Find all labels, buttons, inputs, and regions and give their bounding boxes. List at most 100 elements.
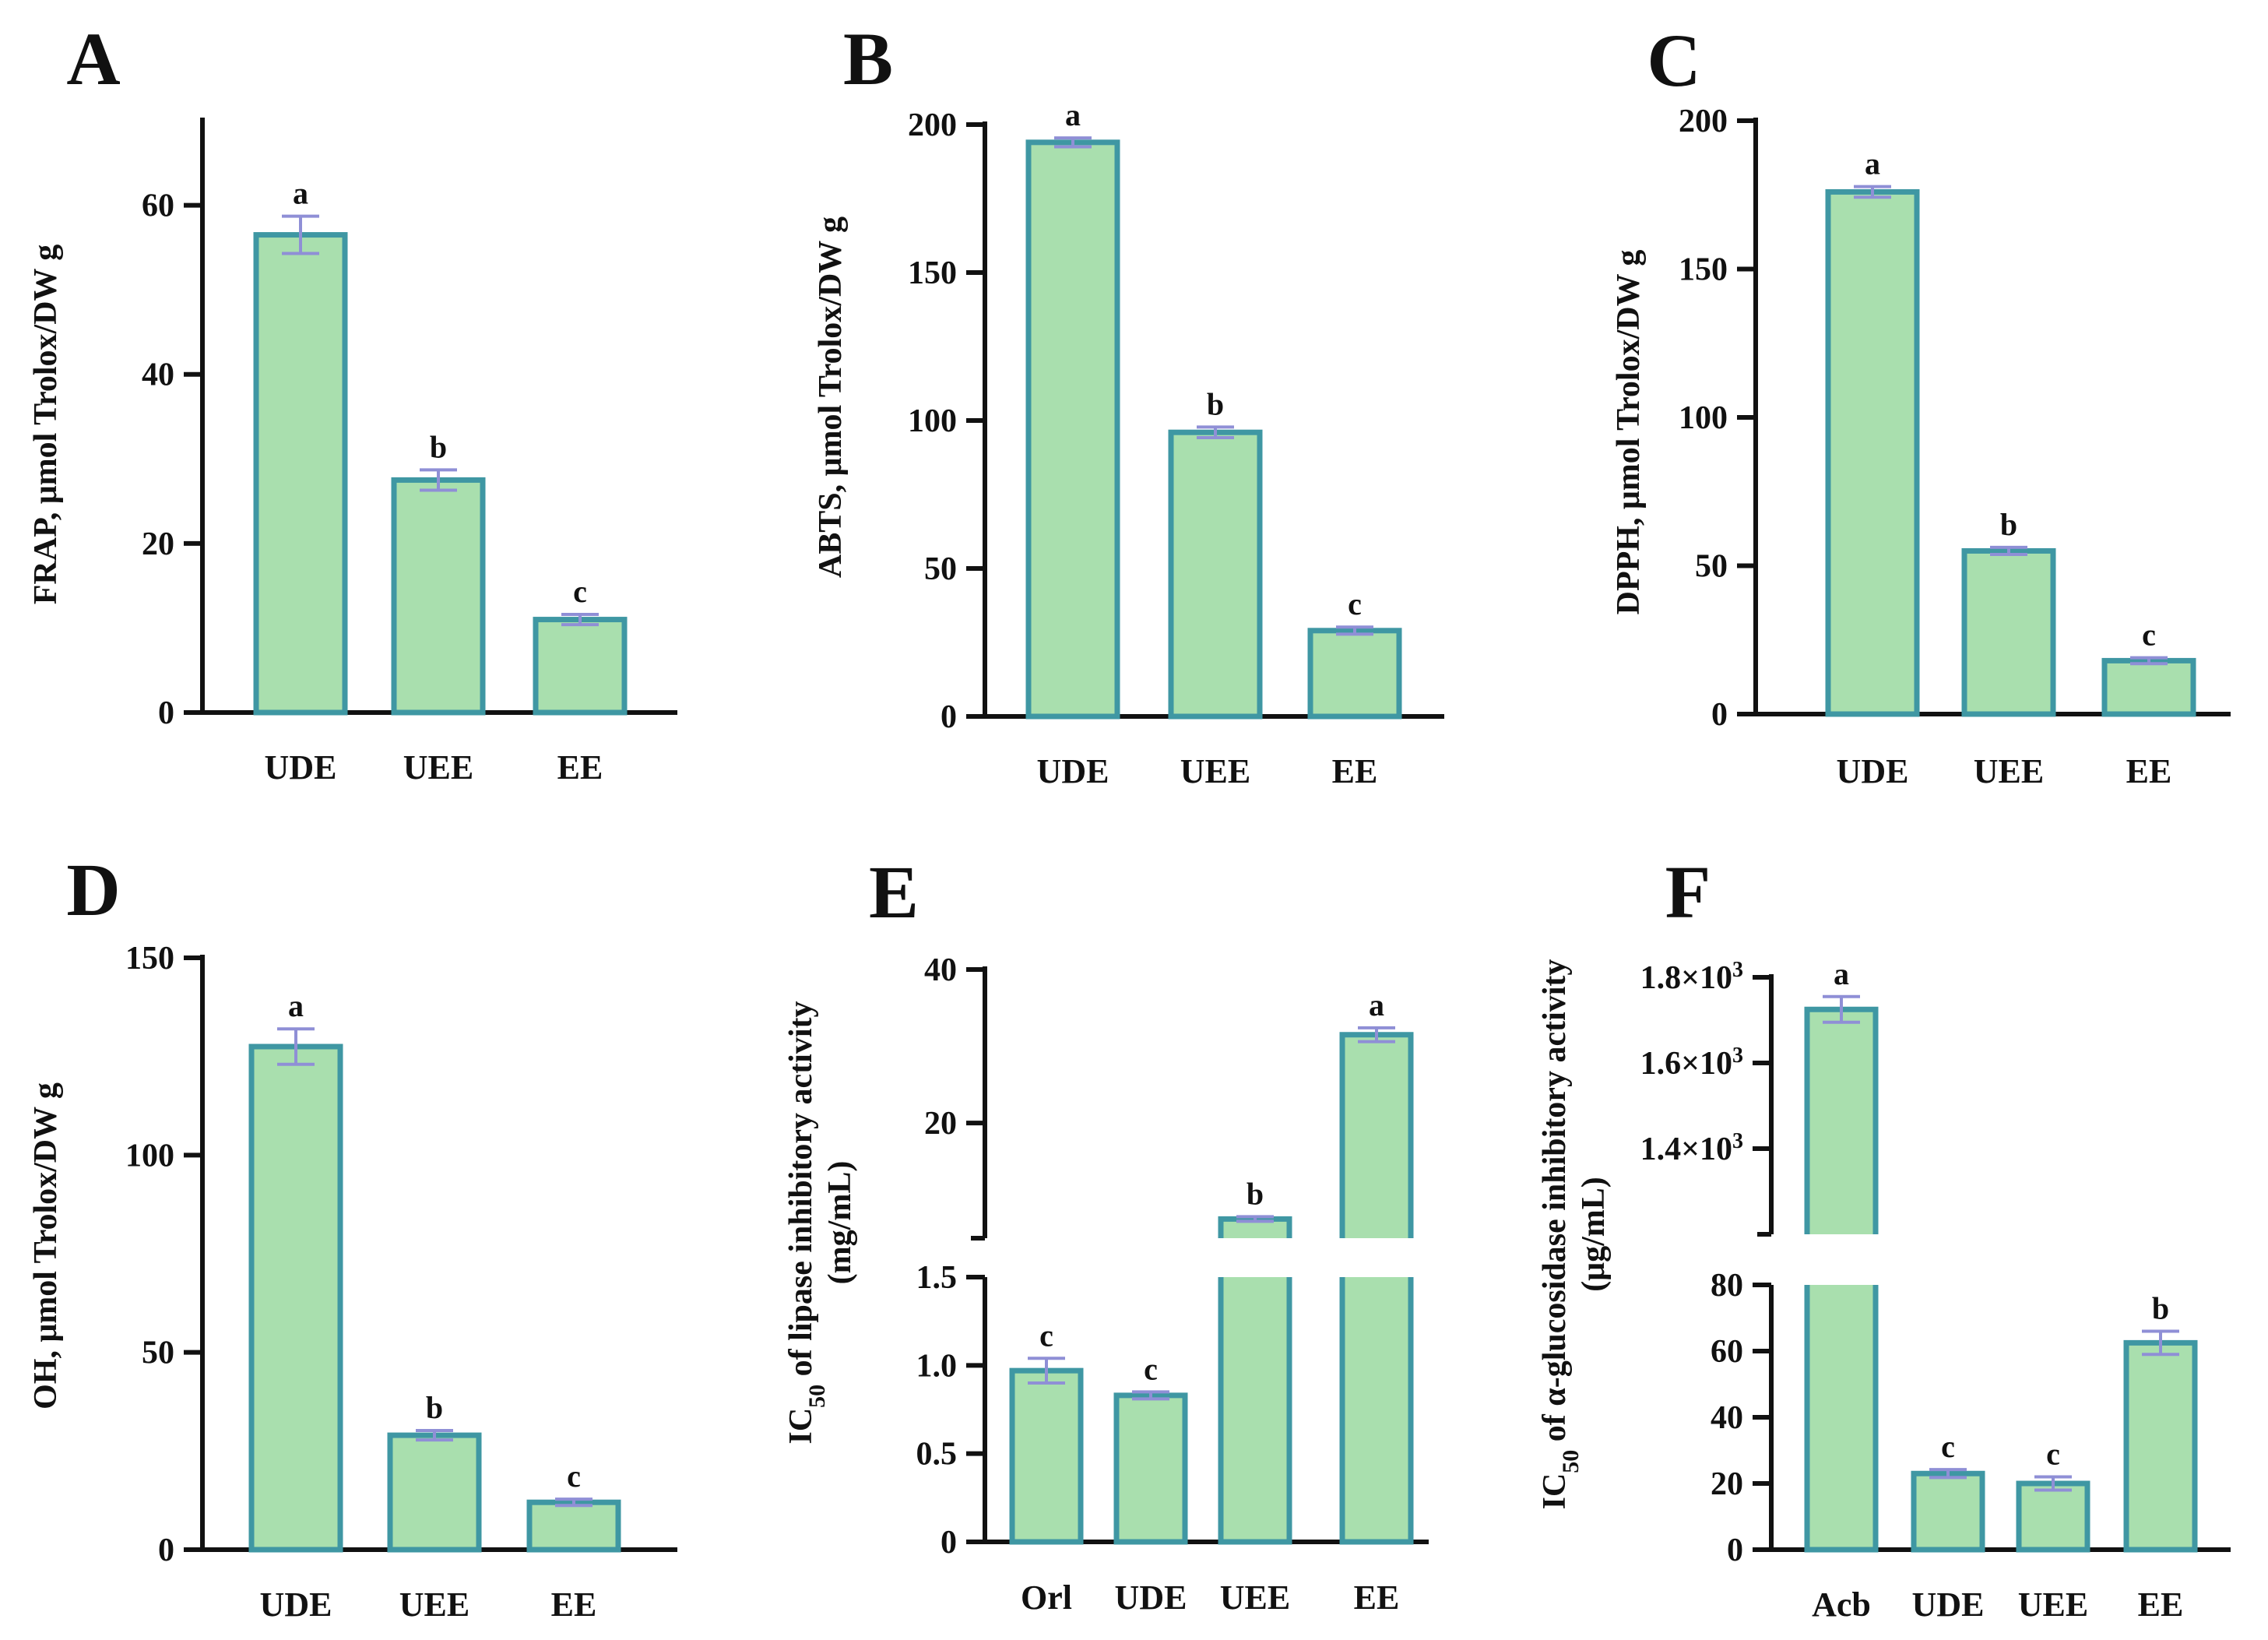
significance-label: c bbox=[1348, 586, 1362, 621]
significance-label: b bbox=[1207, 386, 1224, 421]
x-tick-label: UDE bbox=[265, 748, 337, 787]
x-tick-label: Orl bbox=[1021, 1578, 1072, 1617]
bar-ee bbox=[2101, 657, 2196, 717]
x-tick-label: UEE bbox=[1220, 1578, 1290, 1617]
x-tick-label: UEE bbox=[403, 748, 473, 787]
error-bar-ude bbox=[1854, 185, 1891, 199]
error-bar-orl bbox=[1028, 1357, 1065, 1385]
y-tick-label: 20 bbox=[924, 1106, 957, 1142]
panel-letter: B bbox=[843, 17, 893, 100]
significance-label: b bbox=[426, 1390, 443, 1425]
y-tick-label: 0 bbox=[1727, 1533, 1743, 1568]
y-axis-title: FRAP, μmol Trolox/DW g bbox=[28, 245, 64, 605]
bar-ee bbox=[1339, 1032, 1414, 1545]
error-bar-ude bbox=[1132, 1390, 1169, 1401]
y-tick-label: 50 bbox=[1695, 549, 1728, 585]
bar-ude bbox=[1113, 1392, 1188, 1545]
significance-label: b bbox=[2000, 507, 2017, 542]
x-tick-label: UEE bbox=[399, 1585, 469, 1624]
significance-label: c bbox=[567, 1459, 581, 1494]
y-tick-label: 50 bbox=[924, 551, 957, 587]
error-bar-ude bbox=[1929, 1468, 1967, 1480]
y-tick-label: 0 bbox=[941, 1525, 957, 1561]
panel-letter: E bbox=[869, 850, 919, 934]
x-tick-label: UEE bbox=[1180, 752, 1250, 790]
significance-label: c bbox=[2046, 1437, 2060, 1472]
x-tick-label: UDE bbox=[1115, 1578, 1187, 1617]
bar-ude bbox=[1825, 188, 1920, 717]
bar-uee bbox=[387, 1432, 482, 1553]
y-tick-label: 0 bbox=[941, 699, 957, 735]
y-tick-label: 100 bbox=[908, 403, 957, 439]
y-axis-title: OH, μmol Trolox/DW g bbox=[28, 1082, 64, 1409]
panel-letter: A bbox=[66, 17, 120, 100]
y-tick-label: 20 bbox=[142, 526, 174, 562]
significance-label: a bbox=[1065, 97, 1081, 132]
significance-label: a bbox=[1865, 146, 1880, 181]
y-tick-label: 40 bbox=[142, 357, 174, 393]
significance-label: b bbox=[430, 429, 447, 464]
significance-label: a bbox=[293, 176, 308, 211]
error-bar-ude bbox=[277, 1027, 315, 1066]
y-tick-label: 60 bbox=[1711, 1334, 1743, 1370]
x-tick-label: EE bbox=[557, 748, 603, 787]
panel-c: C 0 50 100 150 200 a UDE b UEE c EE DPPH, μmol Trolo… bbox=[1611, 19, 2231, 790]
panel-letter: F bbox=[1665, 850, 1711, 934]
y-axis-title: ABTS, μmol Trolox/DW g bbox=[813, 216, 849, 578]
significance-label: a bbox=[1834, 956, 1849, 991]
error-bar-uee bbox=[420, 468, 457, 492]
x-tick-label: EE bbox=[1354, 1578, 1400, 1617]
y-axis-title: IC50 of α-glucosidase inhibitory activit… bbox=[1537, 959, 1584, 1510]
x-tick-label: UEE bbox=[1974, 752, 2044, 790]
bar-ude bbox=[1025, 139, 1120, 720]
y-tick-label: 0 bbox=[1711, 697, 1728, 733]
panel-f: F 0 20 40 60 80 1.4×103 1.6×103 1.8×103 a Acb c UDE c… bbox=[1537, 850, 2231, 1624]
y-axis-title-units: (mg/mL) bbox=[822, 1161, 858, 1285]
error-bar-uee bbox=[2034, 1475, 2072, 1492]
y-tick-label: 100 bbox=[1679, 400, 1728, 436]
bar-ee bbox=[526, 1499, 621, 1553]
significance-label: c bbox=[573, 574, 587, 609]
bar-uee bbox=[391, 477, 486, 716]
error-bar-ee bbox=[1358, 1026, 1395, 1043]
x-tick-label: EE bbox=[1332, 752, 1378, 790]
bar-ude bbox=[248, 1043, 343, 1553]
y-tick-label: 1.0 bbox=[916, 1348, 958, 1384]
y-tick-label: 1.4×103 bbox=[1640, 1129, 1743, 1168]
y-tick-label: 80 bbox=[1711, 1268, 1743, 1304]
error-bar-ee bbox=[555, 1497, 592, 1508]
x-tick-label: UEE bbox=[2018, 1585, 2088, 1624]
bar-ude bbox=[1911, 1470, 1985, 1553]
y-tick-label: 40 bbox=[1711, 1400, 1743, 1436]
y-tick-label: 0.5 bbox=[916, 1437, 958, 1473]
x-tick-label: EE bbox=[2126, 752, 2172, 790]
significance-label: b bbox=[1247, 1176, 1264, 1211]
panel-a: A 0 20 40 60 a UDE b UEE c EE FRAP, μmol Trolox/DW … bbox=[28, 17, 677, 787]
x-tick-label: UDE bbox=[1837, 752, 1909, 790]
error-bar-ee bbox=[2130, 656, 2168, 666]
panel-e: E 0 0.5 1.0 1.5 20 40 c Orl c UDE b UEE a EE IC50 of li… bbox=[783, 850, 1429, 1617]
error-bar-ude bbox=[282, 214, 319, 255]
y-tick-label: 200 bbox=[908, 107, 957, 143]
x-tick-label: UDE bbox=[1912, 1585, 1985, 1624]
y-tick-label: 0 bbox=[158, 1533, 174, 1568]
significance-label: c bbox=[1039, 1318, 1053, 1353]
y-tick-label: 150 bbox=[908, 255, 957, 291]
y-tick-label: 150 bbox=[1679, 252, 1728, 288]
error-bar-uee bbox=[1197, 425, 1234, 440]
error-bar-acb bbox=[1823, 994, 1860, 1024]
y-axis-title-units: (μg/mL) bbox=[1576, 1177, 1612, 1291]
error-bar-ee bbox=[1336, 625, 1373, 636]
significance-label: b bbox=[2152, 1291, 2169, 1326]
x-tick-label: UDE bbox=[1037, 752, 1109, 790]
y-tick-label: 1.6×103 bbox=[1640, 1043, 1743, 1082]
significance-label: c bbox=[1144, 1351, 1158, 1386]
y-axis-title: IC50 of lipase inhibitory activity bbox=[783, 1001, 830, 1444]
y-tick-label: 0 bbox=[158, 695, 174, 731]
bar-ee bbox=[1307, 628, 1402, 720]
bar-uee bbox=[1168, 429, 1263, 720]
x-tick-label: EE bbox=[551, 1585, 597, 1624]
x-tick-label: UDE bbox=[260, 1585, 332, 1624]
bar-uee bbox=[1218, 1216, 1292, 1545]
bar-acb bbox=[1804, 1006, 1879, 1553]
